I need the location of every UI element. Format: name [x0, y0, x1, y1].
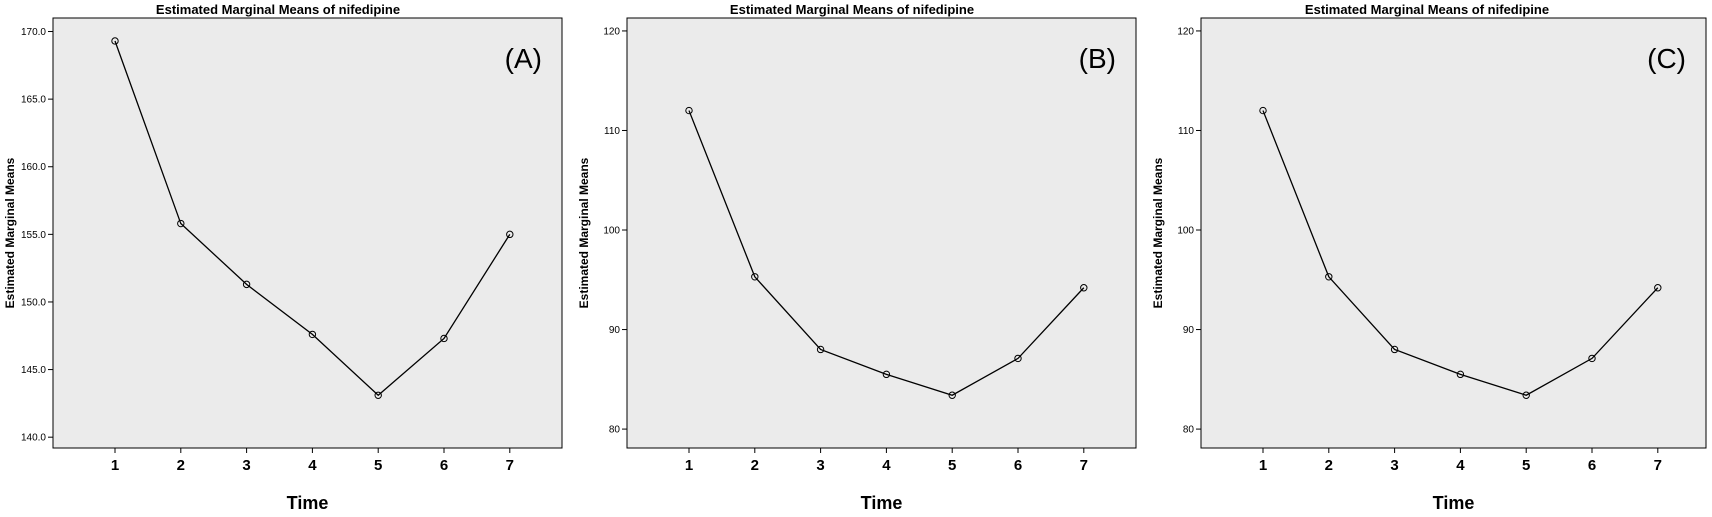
x-tick-label: 6 [1588, 457, 1596, 474]
data-point [1456, 370, 1465, 379]
series-line [688, 110, 1085, 396]
x-tick-label: 5 [1522, 457, 1530, 474]
x-tick-label: 3 [1390, 457, 1398, 474]
series-line [1262, 110, 1659, 396]
y-axis-label: Estimated Marginal Means [3, 157, 17, 308]
panel-label: (C) [1647, 43, 1686, 74]
panel-label: (B) [1079, 43, 1116, 74]
y-tick-label: 150.0 [21, 297, 46, 308]
x-tick-label: 4 [1456, 457, 1465, 474]
data-point [242, 280, 251, 289]
data-point [1325, 273, 1333, 281]
y-tick-label: 155.0 [21, 230, 46, 241]
y-tick-label: 80 [1183, 425, 1195, 436]
data-point [1522, 391, 1530, 399]
data-point [1588, 354, 1596, 363]
y-tick-label: 110 [604, 126, 620, 137]
data-point [111, 37, 119, 45]
x-tick-label: 7 [1654, 457, 1662, 474]
y-axis-label: Estimated Marginal Means [577, 157, 591, 308]
x-tick-label: 1 [1259, 457, 1267, 474]
data-point [1390, 345, 1399, 354]
data-point [948, 391, 956, 399]
data-point [308, 330, 317, 339]
panel-label: (A) [505, 43, 542, 74]
x-tick-label: 7 [506, 457, 514, 474]
chart-title: Estimated Marginal Means of nifedipine [1305, 2, 1549, 17]
data-point [751, 273, 759, 281]
x-tick-label: 6 [1014, 457, 1022, 474]
chart-panel-3: Estimated Marginal Means of nifedipine (C… [1151, 2, 1707, 513]
x-axis-label: Time [287, 493, 329, 513]
x-tick-label: 4 [308, 457, 317, 474]
data-point [374, 391, 382, 399]
y-tick-label: 90 [609, 325, 621, 336]
x-tick-label: 3 [242, 457, 250, 474]
x-tick-label: 7 [1080, 457, 1088, 474]
data-point [177, 219, 185, 228]
chart-title: Estimated Marginal Means of nifedipine [730, 2, 974, 17]
x-tick-label: 3 [816, 457, 824, 474]
plot-area [626, 17, 1137, 449]
x-tick-label: 4 [882, 457, 891, 474]
y-tick-label: 110 [1178, 126, 1194, 137]
x-tick-label: 2 [177, 457, 185, 474]
x-tick-label: 2 [751, 457, 759, 474]
x-tick-label: 1 [111, 457, 119, 474]
x-axis-label: Time [861, 493, 903, 513]
y-tick-label: 90 [1183, 325, 1195, 336]
data-point [816, 345, 825, 354]
data-point [506, 230, 514, 239]
data-point [1080, 284, 1088, 292]
y-tick-label: 100 [603, 226, 620, 237]
y-tick-label: 145.0 [21, 365, 46, 376]
x-tick-label: 2 [1325, 457, 1333, 474]
y-tick-label: 140.0 [21, 433, 46, 444]
y-tick-label: 165.0 [21, 95, 46, 106]
data-point [685, 106, 693, 115]
chart-title: Estimated Marginal Means of nifedipine [156, 2, 400, 17]
chart-panel-2: Estimated Marginal Means of nifedipine (B… [577, 2, 1137, 513]
data-point [882, 370, 891, 379]
plot-area [1200, 17, 1707, 449]
plot-area [52, 17, 563, 449]
chart-panel-1: Estimated Marginal Means of nifedipine (A… [3, 2, 563, 513]
data-point [1014, 354, 1022, 363]
y-tick-label: 160.0 [21, 162, 46, 173]
x-tick-label: 5 [374, 457, 382, 474]
x-tick-label: 5 [948, 457, 956, 474]
y-tick-label: 120 [603, 26, 620, 37]
y-tick-label: 120 [1177, 26, 1194, 37]
x-tick-label: 1 [685, 457, 693, 474]
y-axis-label: Estimated Marginal Means [1151, 157, 1165, 308]
data-point [440, 334, 448, 343]
series-line [114, 40, 511, 397]
x-axis-label: Time [1433, 493, 1475, 513]
y-tick-label: 100 [1177, 226, 1194, 237]
data-point [1654, 284, 1662, 292]
y-tick-label: 80 [609, 425, 621, 436]
data-point [1259, 106, 1267, 115]
y-tick-label: 170.0 [21, 27, 46, 38]
x-tick-label: 6 [440, 457, 448, 474]
